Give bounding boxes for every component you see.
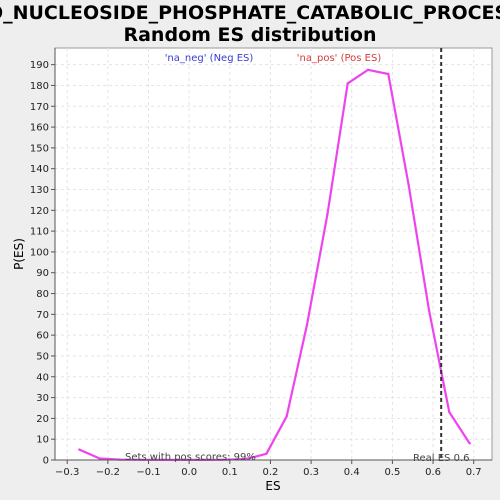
y-tick-label: 50 <box>36 351 49 362</box>
y-tick-label: 130 <box>30 185 49 196</box>
y-tick-label: 180 <box>30 81 49 92</box>
chart-title-line2: Random ES distribution <box>123 24 376 46</box>
y-tick-label: 110 <box>30 227 49 238</box>
es-data-point <box>305 323 309 326</box>
x-tick-label: 0.3 <box>303 467 319 478</box>
y-tick-label: 30 <box>36 393 49 404</box>
es-data-point <box>407 184 410 187</box>
x-tick-label: −0.1 <box>136 467 160 478</box>
grid <box>55 48 492 461</box>
y-tick-label: 140 <box>30 164 49 175</box>
y-tick-label: 160 <box>30 123 49 134</box>
x-tick-label: 0.1 <box>222 467 238 478</box>
y-tick-label: 20 <box>36 414 49 425</box>
y-tick-label: 150 <box>30 143 49 154</box>
axes: 0 10 20 30 40 50 60 70 80 90 100 110 120 130 140 150 160… <box>30 48 492 478</box>
y-axis-label: P(ES) <box>12 238 26 270</box>
x-tick-label: 0.2 <box>262 467 278 478</box>
y-tick-label: 70 <box>36 310 49 321</box>
y-tick-label: 60 <box>36 331 49 342</box>
x-tick-label: −0.2 <box>96 467 120 478</box>
es-data-point <box>366 68 370 72</box>
es-data-point <box>468 442 471 445</box>
y-tick-label: 80 <box>36 289 49 300</box>
legend-entry-neg: 'na_neg' (Neg ES) <box>165 53 254 64</box>
x-tick-label: 0.6 <box>425 467 441 478</box>
es-data-point <box>326 213 329 216</box>
x-tick-label: 0.7 <box>466 467 482 478</box>
y-tick-label: 10 <box>36 435 49 446</box>
plot-area <box>54 47 493 461</box>
es-data-point <box>387 72 390 76</box>
legend-entry-pos: 'na_pos' (Pos ES) <box>297 53 382 64</box>
es-data-point <box>448 410 451 414</box>
y-tick-label: 170 <box>30 102 49 113</box>
x-axis-label: ES <box>265 479 280 493</box>
es-data-point <box>346 82 349 85</box>
y-tick-label: 100 <box>30 247 49 258</box>
es-data-point <box>98 457 101 460</box>
x-tick-label: −0.3 <box>55 467 79 478</box>
real-es-label: Real ES 0.6 <box>413 453 469 464</box>
y-tick-label: 0 <box>43 456 49 467</box>
y-tick-label: 120 <box>30 206 49 217</box>
y-tick-label: 40 <box>36 372 49 383</box>
pos-scores-annotation: Sets with pos scores: 99% <box>125 452 256 463</box>
x-tick-label: 0.4 <box>344 467 360 478</box>
es-data-point <box>285 415 288 418</box>
es-data-point <box>427 308 431 312</box>
es-data-point <box>78 448 81 451</box>
y-tick-label: 190 <box>30 60 49 71</box>
y-tick-label: 90 <box>36 268 49 279</box>
x-tick-label: 0.5 <box>384 467 400 478</box>
es-data-point <box>265 452 268 455</box>
x-tick-label: 0.0 <box>181 467 197 478</box>
chart-title-line1: GO_NUCLEOSIDE_PHOSPHATE_CATABOLIC_PROCES… <box>0 2 500 24</box>
